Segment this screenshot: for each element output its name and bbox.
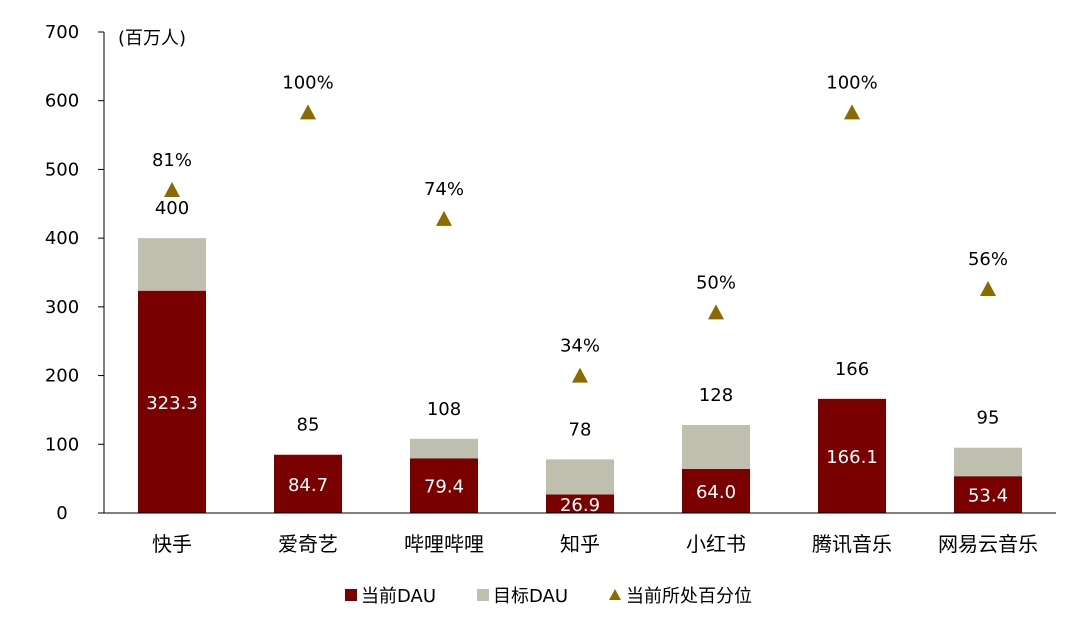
bar-current-dau — [818, 398, 886, 513]
legend-label-current-dau: 当前DAU — [361, 586, 436, 607]
percentile-marker — [708, 304, 724, 320]
percentile-label: 100% — [282, 72, 333, 93]
target-dau-label: 128 — [699, 385, 733, 406]
current-dau-label: 323.3 — [146, 393, 198, 414]
target-dau-label: 85 — [297, 415, 320, 436]
percentile-label: 81% — [152, 150, 192, 171]
current-dau-label: 64.0 — [696, 482, 736, 503]
legend-label-target-dau: 目标DAU — [493, 586, 568, 607]
current-dau-label: 26.9 — [560, 495, 600, 516]
y-tick-label: 400 — [45, 228, 79, 249]
bar-target-dau — [954, 447, 1022, 477]
current-dau-label: 53.4 — [968, 486, 1008, 507]
percentile-marker — [436, 210, 452, 226]
y-axis: 0 100 200 300 400 500 600 700 — [45, 22, 105, 524]
bar-current-dau — [546, 494, 614, 513]
legend-marker-percentile — [609, 589, 621, 600]
percentile-marker — [572, 367, 588, 383]
bar-current-dau — [274, 454, 342, 513]
target-dau-label: 95 — [977, 408, 1000, 429]
percentile-label: 100% — [826, 72, 877, 93]
y-tick-label: 200 — [45, 366, 79, 387]
x-category-label: 小红书 — [686, 532, 746, 556]
current-dau-label: 84.7 — [288, 475, 328, 496]
x-category-label: 哔哩哔哩 — [404, 532, 484, 556]
bar-target-dau — [138, 238, 206, 291]
percentile-label: 56% — [968, 249, 1008, 270]
y-tick-label: 700 — [45, 22, 79, 43]
x-category-label: 网易云音乐 — [938, 532, 1038, 556]
bar-target-dau — [682, 425, 750, 470]
bar-target-dau — [410, 438, 478, 459]
legend-swatch-target-dau — [477, 589, 489, 601]
bar-target-dau — [546, 459, 614, 495]
y-tick-label: 600 — [45, 91, 79, 112]
y-unit-label: (百万人) — [118, 28, 186, 49]
current-dau-label: 166.1 — [826, 447, 878, 468]
legend-swatch-current-dau — [345, 589, 357, 601]
bar-current-dau — [410, 458, 478, 513]
bar-current-dau — [682, 469, 750, 513]
percentile-label: 74% — [424, 179, 464, 200]
x-category-label: 爱奇艺 — [278, 532, 338, 556]
percentile-marker — [980, 280, 996, 296]
x-axis: 快手 爱奇艺 哔哩哔哩 知乎 小红书 腾讯音乐 网易云音乐 — [104, 512, 1056, 556]
target-dau-label: 78 — [569, 419, 592, 440]
target-dau-label: 166 — [835, 359, 869, 380]
percentile-markers: 81% 100% 74% 34% 50% 100% 56% — [152, 72, 1008, 383]
y-tick-label: 300 — [45, 297, 79, 318]
percentile-marker — [164, 182, 180, 198]
legend-label-percentile: 当前所处百分位 — [626, 586, 752, 607]
target-dau-label: 108 — [427, 399, 461, 420]
bar-current-dau — [954, 476, 1022, 513]
x-category-label: 快手 — [152, 532, 192, 556]
percentile-marker — [844, 104, 860, 120]
target-dau-label: 400 — [155, 198, 189, 219]
bar-current-dau — [138, 290, 206, 513]
x-category-label: 腾讯音乐 — [812, 532, 892, 556]
percentile-marker — [300, 104, 316, 120]
current-dau-label: 79.4 — [424, 477, 464, 498]
legend: 当前DAU 目标DAU 当前所处百分位 — [345, 586, 752, 607]
y-tick-label: 500 — [45, 159, 79, 180]
x-category-label: 知乎 — [560, 532, 600, 556]
percentile-label: 34% — [560, 336, 600, 357]
bars: 323.3 400 84.7 85 79.4 108 26.9 78 64.0 128 166.1 1… — [138, 198, 1022, 516]
y-tick-label: 100 — [45, 434, 79, 455]
percentile-label: 50% — [696, 272, 736, 293]
y-tick-label: 0 — [56, 503, 67, 524]
